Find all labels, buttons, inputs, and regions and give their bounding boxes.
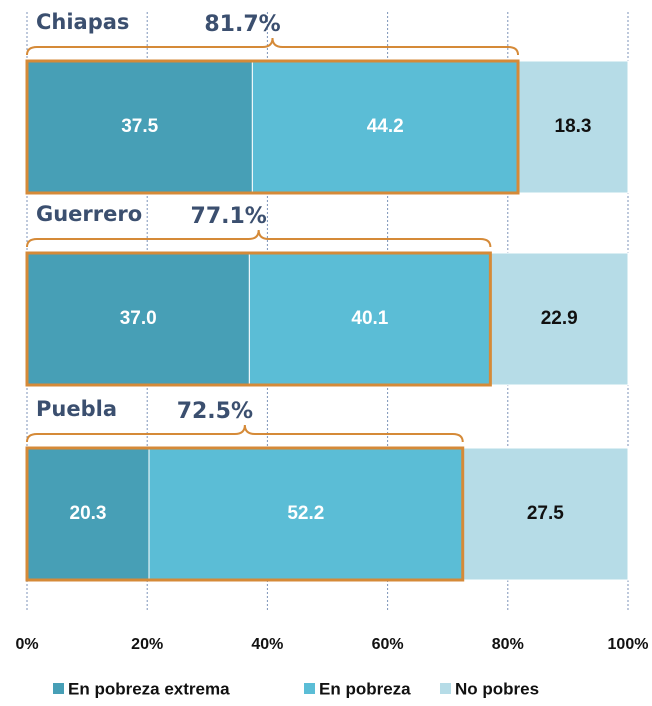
total-outline xyxy=(25,59,520,195)
value-label: 44.2 xyxy=(367,116,404,137)
total-label: 72.5% xyxy=(177,399,253,424)
bar-segment xyxy=(248,252,491,386)
bar-segment xyxy=(489,252,629,386)
legend-swatch xyxy=(304,683,315,694)
value-label: 37.5 xyxy=(121,116,158,137)
category-label: Puebla xyxy=(36,397,117,421)
bar-segment xyxy=(148,447,464,581)
legend-label: En pobreza xyxy=(319,679,411,698)
x-tick-label: 40% xyxy=(251,636,283,653)
value-label: 27.5 xyxy=(527,503,564,524)
total-outline xyxy=(25,251,492,387)
value-label: 40.1 xyxy=(351,308,388,329)
x-tick-label: 100% xyxy=(608,636,649,653)
total-brace xyxy=(26,424,464,443)
category-label: Chiapas xyxy=(36,10,129,34)
legend-swatch xyxy=(53,683,64,694)
total-brace xyxy=(26,229,492,248)
value-label: 18.3 xyxy=(555,116,592,137)
value-label: 22.9 xyxy=(541,308,578,329)
x-tick-label: 20% xyxy=(131,636,163,653)
legend-label: En pobreza extrema xyxy=(68,679,230,698)
value-label: 52.2 xyxy=(287,503,324,524)
value-label: 20.3 xyxy=(70,503,107,524)
legend-swatch xyxy=(440,683,451,694)
x-tick-label: 60% xyxy=(372,636,404,653)
bar-segment xyxy=(517,60,629,194)
value-label: 37.0 xyxy=(120,308,157,329)
total-label: 77.1% xyxy=(191,204,267,229)
total-outline xyxy=(25,446,465,582)
bar-segment xyxy=(462,447,629,581)
x-tick-label: 0% xyxy=(15,636,38,653)
total-brace xyxy=(26,37,520,56)
category-label: Guerrero xyxy=(36,202,142,226)
x-tick-label: 80% xyxy=(492,636,524,653)
legend-label: No pobres xyxy=(455,679,539,698)
total-label: 81.7% xyxy=(204,12,280,37)
